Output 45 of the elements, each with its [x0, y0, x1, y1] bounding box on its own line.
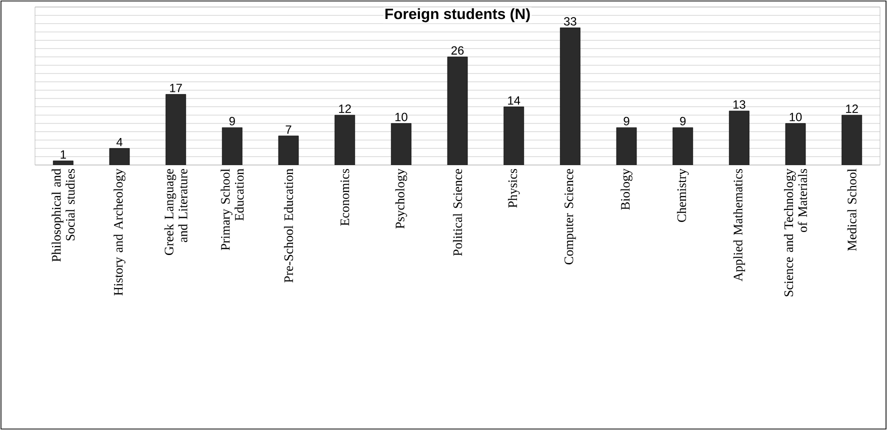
bar: [390, 123, 412, 165]
chart-title: Foreign students (N): [385, 8, 530, 22]
bar: [616, 127, 637, 165]
x-tick-label: Applied Mathematics: [733, 168, 746, 282]
data-label: 9: [680, 116, 686, 126]
bar: [222, 127, 242, 165]
data-label: 10: [790, 112, 802, 122]
data-label: 1: [60, 150, 66, 159]
bar: [166, 94, 186, 165]
bar: [842, 114, 862, 165]
x-tick-label: Psychology: [395, 168, 408, 229]
data-label: 9: [229, 116, 235, 126]
x-tick-label: Medical School: [847, 168, 856, 251]
data-label: 9: [624, 116, 630, 126]
data-label: 33: [564, 17, 576, 26]
x-tick-label: Biology: [620, 168, 632, 210]
x-tick-label: Primary School Education: [220, 168, 244, 250]
bar: [785, 123, 806, 165]
bar: [728, 110, 750, 165]
data-label: 17: [170, 84, 182, 92]
x-tick-label: History and Archeology: [114, 168, 126, 296]
data-label: 7: [286, 125, 292, 134]
bar: [504, 106, 524, 165]
x-tick-label: Pre-School Education: [284, 168, 294, 283]
bar: [334, 114, 356, 165]
bar: [278, 136, 299, 165]
x-tick-label: Economics: [340, 168, 350, 226]
x-tick-label: Physics: [508, 168, 520, 208]
data-label: 12: [339, 104, 351, 113]
data-label: 14: [508, 96, 520, 105]
x-tick-label: Greek Language and Literature: [164, 168, 188, 256]
bar: [109, 148, 130, 165]
bar: [447, 56, 468, 165]
x-tick-label: Science and Technology of Materials: [784, 168, 808, 296]
data-label: 12: [846, 104, 858, 113]
data-label: 4: [116, 138, 122, 146]
x-tick-label: Chemistry: [676, 168, 689, 222]
bar: [560, 28, 580, 165]
x-tick-label: Computer Science: [564, 168, 576, 264]
x-tick-label: Philosophical and Social studies: [52, 168, 75, 262]
bar: [672, 127, 694, 165]
data-label: 10: [395, 112, 408, 122]
x-tick-label: Political Science: [452, 168, 462, 256]
data-label: 26: [451, 46, 464, 55]
data-label: 13: [733, 100, 746, 109]
